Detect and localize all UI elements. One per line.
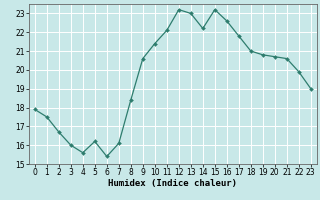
X-axis label: Humidex (Indice chaleur): Humidex (Indice chaleur) <box>108 179 237 188</box>
